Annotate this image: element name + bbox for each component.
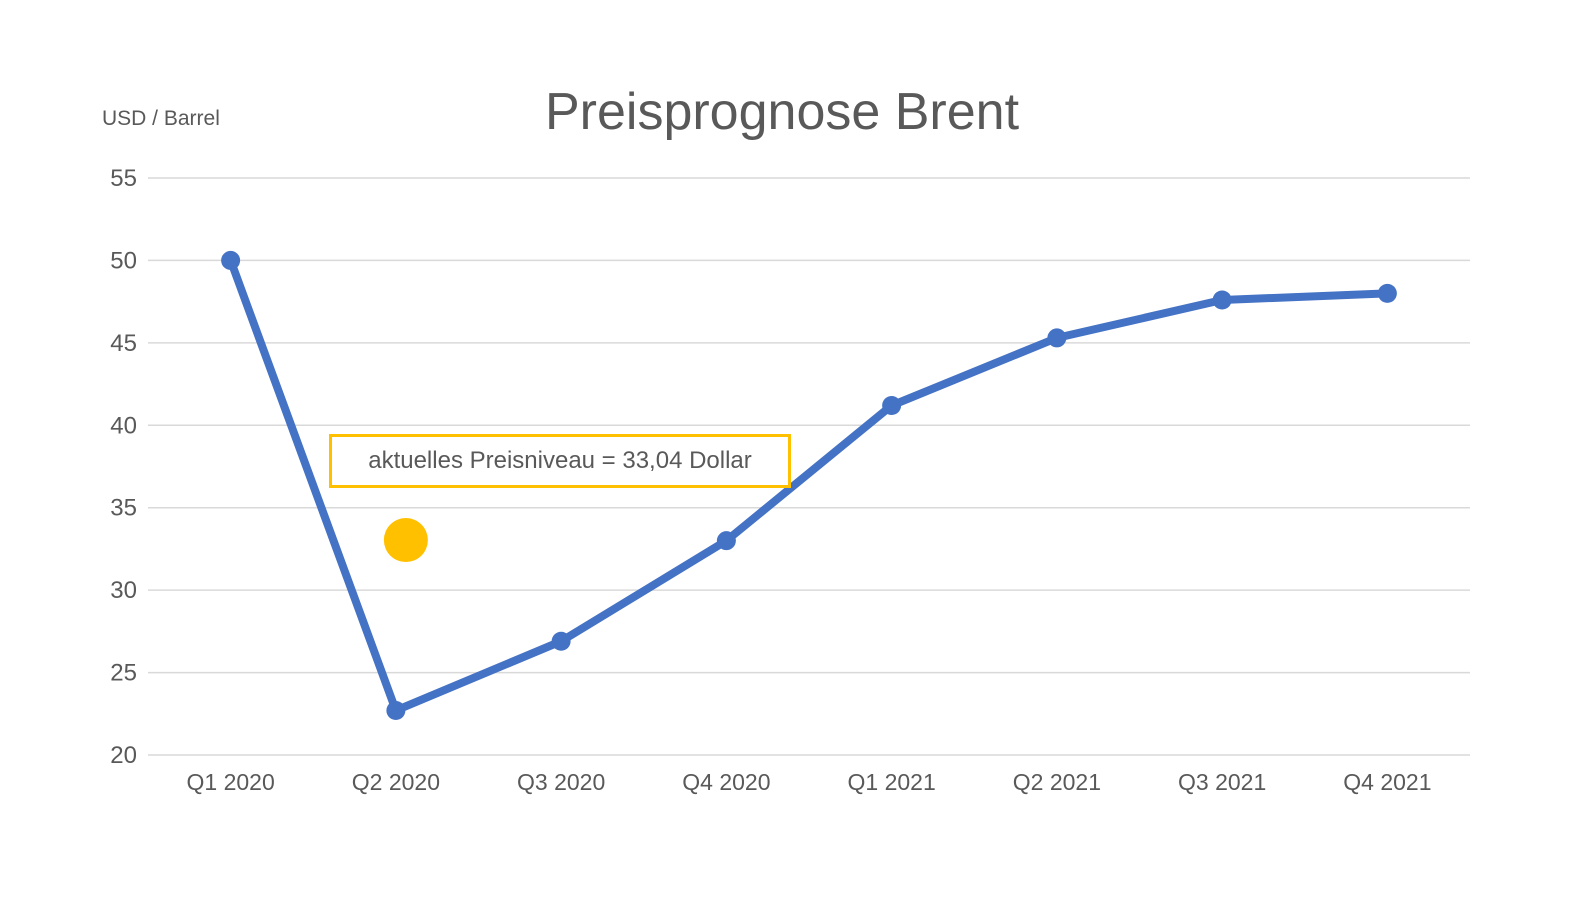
current-price-dot bbox=[383, 518, 428, 563]
y-tick-label: 55 bbox=[110, 165, 137, 192]
y-tick-label: 50 bbox=[110, 247, 137, 274]
data-point-marker-q3-2021 bbox=[1212, 290, 1232, 310]
data-point-marker-q1-2021 bbox=[882, 396, 902, 416]
x-tick-label: Q3 2020 bbox=[517, 769, 605, 795]
x-tick-label: Q1 2021 bbox=[848, 769, 936, 795]
x-tick-label: Q2 2021 bbox=[1013, 769, 1101, 795]
data-point-marker-q1-2020 bbox=[221, 250, 241, 270]
data-point-marker-q2-2021 bbox=[1047, 328, 1067, 348]
y-tick-label: 45 bbox=[110, 330, 137, 357]
y-tick-label: 25 bbox=[110, 660, 137, 687]
x-tick-label: Q1 2020 bbox=[187, 769, 275, 795]
data-point-marker-q2-2020 bbox=[386, 700, 406, 720]
current-price-annotation-text: aktuelles Preisniveau = 33,04 Dollar bbox=[368, 447, 752, 474]
y-tick-label: 40 bbox=[110, 412, 137, 439]
data-point-marker-q4-2020 bbox=[716, 531, 736, 551]
x-tick-label: Q3 2021 bbox=[1178, 769, 1266, 795]
current-price-annotation-box: aktuelles Preisniveau = 33,04 Dollar bbox=[329, 434, 791, 488]
y-tick-label: 30 bbox=[110, 577, 137, 604]
chart-title: Preisprognose Brent bbox=[544, 83, 1020, 141]
price-forecast-line bbox=[226, 256, 1392, 715]
x-tick-label: Q2 2020 bbox=[352, 769, 440, 795]
data-point-marker-q4-2021 bbox=[1377, 283, 1397, 303]
y-tick-label: 20 bbox=[110, 742, 137, 769]
data-point-marker-q3-2020 bbox=[551, 631, 571, 651]
y-tick-label: 35 bbox=[110, 495, 137, 522]
x-tick-label: Q4 2020 bbox=[682, 769, 770, 795]
y-axis-unit-label: USD / Barrel bbox=[102, 107, 220, 130]
x-tick-label: Q4 2021 bbox=[1343, 769, 1431, 795]
